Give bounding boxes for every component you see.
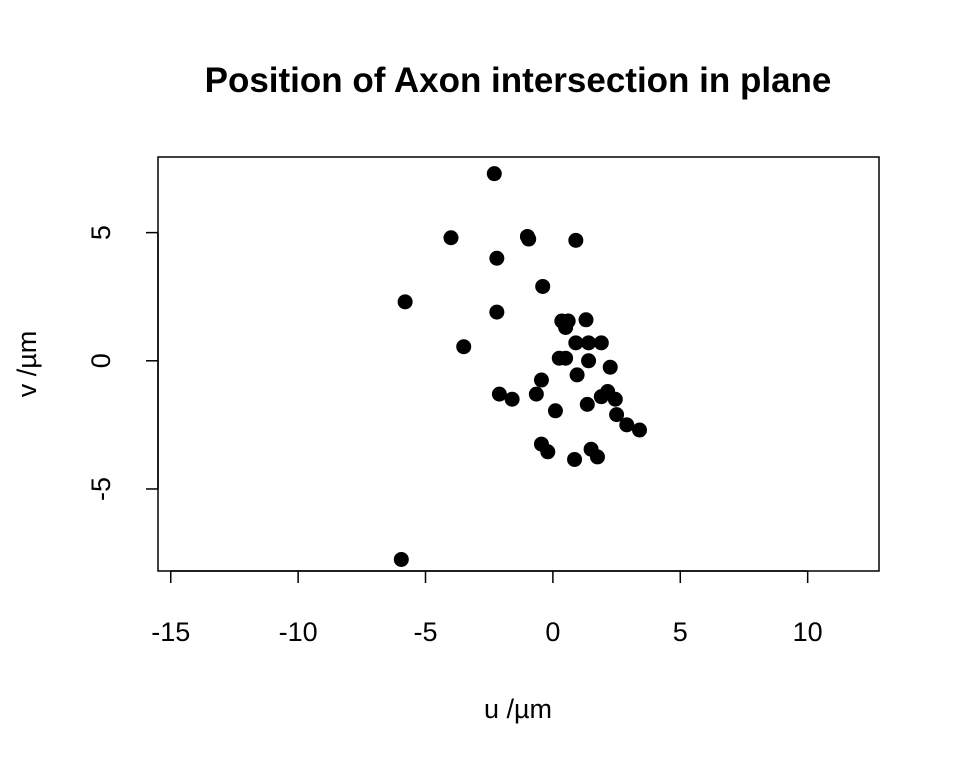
y-axis-title: v /µm: [12, 331, 42, 398]
data-point: [491, 386, 507, 402]
y-tick-label: 0: [86, 353, 116, 368]
data-point: [581, 353, 597, 369]
y-tick-label: -5: [86, 477, 116, 501]
data-point: [540, 444, 556, 460]
data-point: [607, 391, 623, 407]
data-point: [568, 232, 584, 248]
data-point: [569, 367, 585, 383]
x-axis: -15 -10 -5 0 5 10: [151, 570, 823, 647]
x-tick-label: -5: [414, 617, 438, 647]
x-tick-label: -10: [279, 617, 318, 647]
y-tick-label: 5: [86, 225, 116, 240]
x-tick-label: 0: [545, 617, 560, 647]
data-point: [489, 304, 505, 320]
data-point: [533, 372, 549, 388]
plot-frame: [157, 156, 880, 572]
data-point: [579, 396, 595, 412]
data-point: [632, 422, 648, 438]
x-tick-label: 10: [793, 617, 823, 647]
data-point: [602, 359, 618, 375]
data-point: [397, 294, 413, 310]
data-point: [489, 250, 505, 266]
chart-title: Position of Axon intersection in plane: [205, 61, 832, 100]
y-axis: -5 0 5: [86, 225, 159, 501]
data-points: [393, 166, 648, 567]
data-point: [558, 350, 574, 366]
data-point: [504, 391, 520, 407]
data-point: [619, 417, 635, 433]
data-point: [528, 386, 544, 402]
x-tick-label: 5: [673, 617, 688, 647]
data-point: [593, 335, 609, 351]
data-point: [589, 449, 605, 465]
data-point: [558, 319, 574, 335]
data-point: [581, 335, 597, 351]
data-point: [521, 231, 537, 247]
x-tick-label: -15: [151, 617, 190, 647]
data-point: [535, 278, 551, 294]
data-point: [567, 451, 583, 467]
data-point: [443, 230, 459, 246]
data-point: [593, 389, 609, 405]
data-point: [456, 339, 472, 355]
data-point: [486, 166, 502, 182]
data-point: [578, 312, 594, 328]
data-point: [393, 551, 409, 567]
data-point: [547, 403, 563, 419]
data-point: [609, 407, 625, 423]
data-point: [568, 335, 584, 351]
x-axis-title: u /µm: [484, 694, 552, 724]
